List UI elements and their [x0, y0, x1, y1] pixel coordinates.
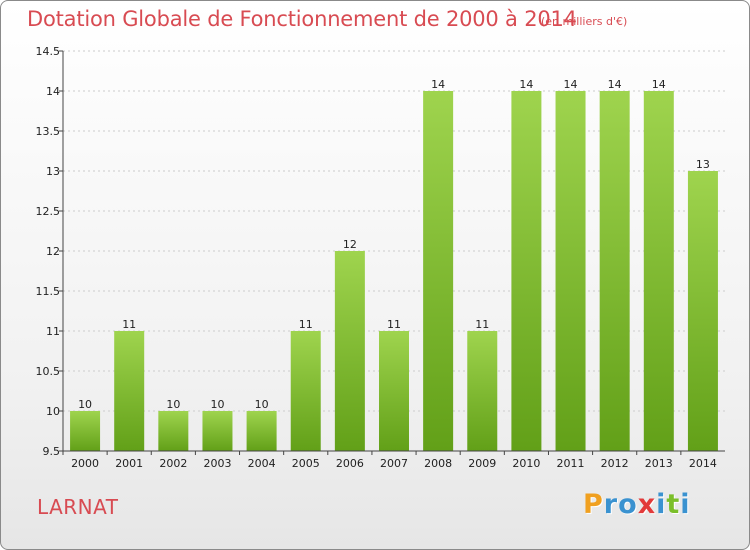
bars — [70, 91, 718, 451]
y-tick-label: 12.5 — [36, 205, 61, 218]
logo-letter: o — [618, 489, 638, 520]
bar-2002 — [158, 411, 189, 451]
bar-2008 — [423, 91, 454, 451]
bar-2012 — [599, 91, 630, 451]
data-label: 10 — [166, 398, 180, 411]
data-label: 12 — [343, 238, 357, 251]
data-label: 10 — [255, 398, 269, 411]
data-label: 14 — [608, 78, 622, 91]
x-tick-label: 2006 — [336, 457, 364, 470]
data-label: 14 — [652, 78, 666, 91]
data-label: 13 — [696, 158, 710, 171]
x-tick-label: 2004 — [248, 457, 276, 470]
logo-letter: i — [680, 489, 691, 520]
x-tick-label: 2014 — [689, 457, 717, 470]
y-tick-label: 10 — [46, 405, 60, 418]
labels: 9.5 10 10.5 11 11.5 12 12.5 13 13.5 14 14.5 10 2000 1… — [36, 45, 717, 470]
bar-2011 — [555, 91, 586, 451]
bar-2009 — [467, 331, 498, 451]
logo-letter: i — [656, 489, 667, 520]
x-tick-label: 2002 — [159, 457, 187, 470]
logo-letter: x — [637, 489, 657, 520]
y-tick-label: 13.5 — [36, 125, 61, 138]
x-tick-label: 2001 — [115, 457, 143, 470]
bar-2010 — [511, 91, 542, 451]
y-tick-label: 11 — [46, 325, 60, 338]
x-tick-label: 2013 — [645, 457, 673, 470]
logo-letter: t — [666, 489, 681, 520]
x-tick-label: 2009 — [468, 457, 496, 470]
bar-2000 — [70, 411, 101, 451]
bar-2004 — [246, 411, 277, 451]
data-label: 14 — [519, 78, 533, 91]
x-tick-label: 2010 — [512, 457, 540, 470]
proxiti-logo: Proxiti — [583, 489, 691, 520]
logo-letter: P — [583, 489, 604, 520]
x-tick-label: 2000 — [71, 457, 99, 470]
y-tick-label: 11.5 — [36, 285, 61, 298]
x-tick-label: 2007 — [380, 457, 408, 470]
bar-2013 — [643, 91, 674, 451]
y-tick-label: 9.5 — [43, 445, 61, 458]
chart-title: Dotation Globale de Fonctionnement de 20… — [27, 7, 577, 31]
data-label: 10 — [78, 398, 92, 411]
bar-2007 — [379, 331, 409, 451]
chart-unit-label: (en milliers d'€) — [541, 15, 628, 28]
y-tick-label: 12 — [46, 245, 60, 258]
commune-name: LARNAT — [37, 495, 119, 519]
y-tick-label: 13 — [46, 165, 60, 178]
bar-2006 — [334, 251, 365, 451]
axes — [59, 50, 725, 455]
bar-2005 — [290, 331, 321, 451]
bar-2003 — [202, 411, 233, 451]
x-tick-label: 2003 — [203, 457, 231, 470]
x-tick-label: 2011 — [557, 457, 585, 470]
data-label: 14 — [431, 78, 445, 91]
data-label: 11 — [475, 318, 489, 331]
data-label: 14 — [564, 78, 578, 91]
y-tick-label: 14.5 — [36, 45, 61, 58]
bar-2014 — [687, 171, 718, 451]
y-tick-label: 10.5 — [36, 365, 61, 378]
bar-2001 — [114, 331, 145, 451]
y-tick-label: 14 — [46, 85, 60, 98]
x-tick-label: 2012 — [601, 457, 629, 470]
data-label: 11 — [299, 318, 313, 331]
x-tick-label: 2005 — [292, 457, 320, 470]
x-tick-label: 2008 — [424, 457, 452, 470]
data-label: 11 — [122, 318, 136, 331]
logo-letter: r — [603, 489, 619, 520]
data-label: 11 — [387, 318, 401, 331]
data-label: 10 — [210, 398, 224, 411]
